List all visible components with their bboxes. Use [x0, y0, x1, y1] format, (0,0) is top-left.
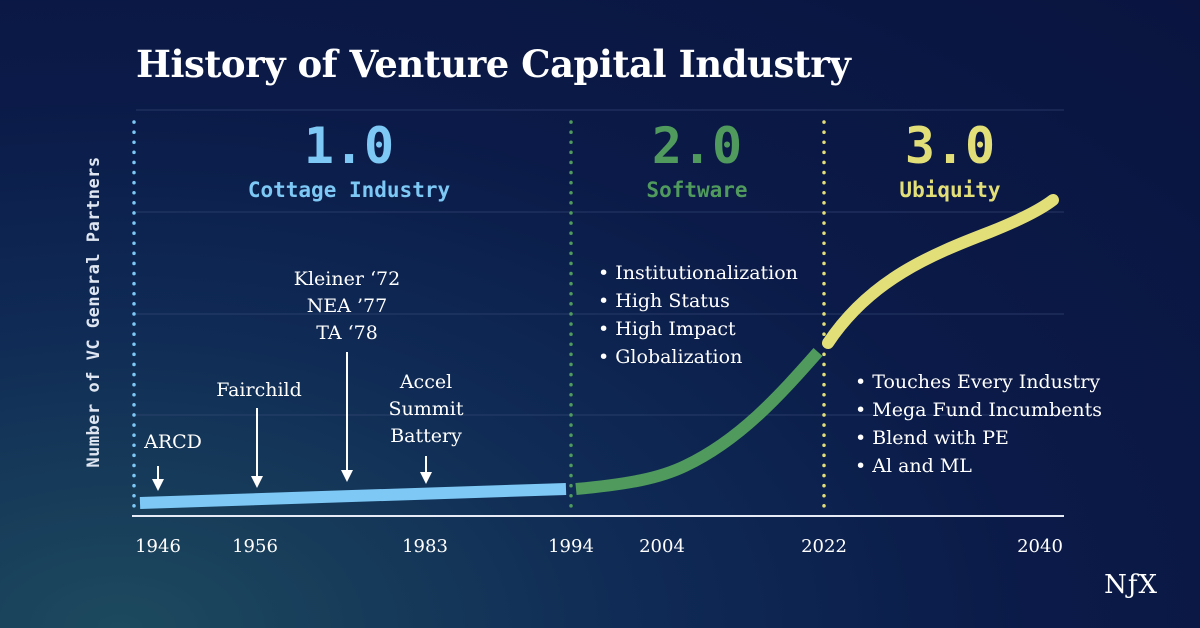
- annotation-label: Accel: [399, 371, 452, 393]
- x-tick-label: 2040: [1017, 536, 1063, 557]
- era-bullet: • Touches Every Industry: [855, 371, 1100, 393]
- era-bullet: • Globalization: [598, 346, 742, 368]
- arrow-head-icon: [420, 472, 432, 484]
- era-bullets: • Institutionalization • High Status • Hig…: [598, 262, 1102, 477]
- annotation-label: Battery: [390, 425, 462, 447]
- era-dividers: [132, 120, 826, 514]
- growth-curve: [139, 194, 1059, 509]
- era-bullet: • Mega Fund Incumbents: [855, 399, 1102, 421]
- curve-segment-2: [575, 348, 823, 495]
- x-tick-label: 2022: [801, 536, 847, 557]
- annotations: ARCD Fairchild Kleiner ‘72 NEA ’77 TA ‘78 Acc…: [143, 268, 464, 491]
- era-bullet: • High Status: [598, 290, 730, 312]
- annotation-label: NEA ’77: [307, 295, 387, 317]
- x-tick-label: 1983: [402, 536, 448, 557]
- nfx-logo: NƒX: [1104, 570, 1158, 600]
- annotation-label: Kleiner ‘72: [294, 268, 400, 290]
- era-number: 3.0: [905, 117, 995, 175]
- arrow-head-icon: [251, 476, 263, 488]
- annotation-label: TA ‘78: [316, 322, 378, 344]
- era-bullet: • Al and ML: [855, 455, 972, 477]
- curve-segment-1: [139, 483, 567, 509]
- annotation-label: Fairchild: [216, 379, 302, 401]
- arrow-head-icon: [341, 470, 353, 482]
- annotation-label: Summit: [389, 398, 464, 420]
- era-number: 2.0: [652, 117, 742, 175]
- era-number: 1.0: [304, 117, 394, 175]
- arrow-head-icon: [152, 479, 164, 491]
- x-tick-label: 1946: [135, 536, 181, 557]
- era-bullet: • High Impact: [598, 318, 736, 340]
- x-axis: 1946 1956 1983 1994 2004 2022 2040: [135, 536, 1063, 557]
- chart-title: History of Venture Capital Industry: [136, 42, 851, 86]
- curve-segment-3: [822, 194, 1059, 349]
- gridlines: [132, 109, 1064, 517]
- x-tick-label: 1994: [548, 536, 594, 557]
- era-headers: 1.0 Cottage Industry 2.0 Software 3.0 Ubiquit…: [248, 117, 1001, 202]
- era-bullet: • Institutionalization: [598, 262, 798, 284]
- era-name: Software: [646, 178, 747, 202]
- x-tick-label: 2004: [639, 536, 685, 557]
- era-name: Ubiquity: [899, 178, 1001, 202]
- annotation-label: ARCD: [143, 431, 202, 453]
- era-bullet: • Blend with PE: [855, 427, 1009, 449]
- era-name: Cottage Industry: [248, 178, 451, 202]
- x-tick-label: 1956: [232, 536, 278, 557]
